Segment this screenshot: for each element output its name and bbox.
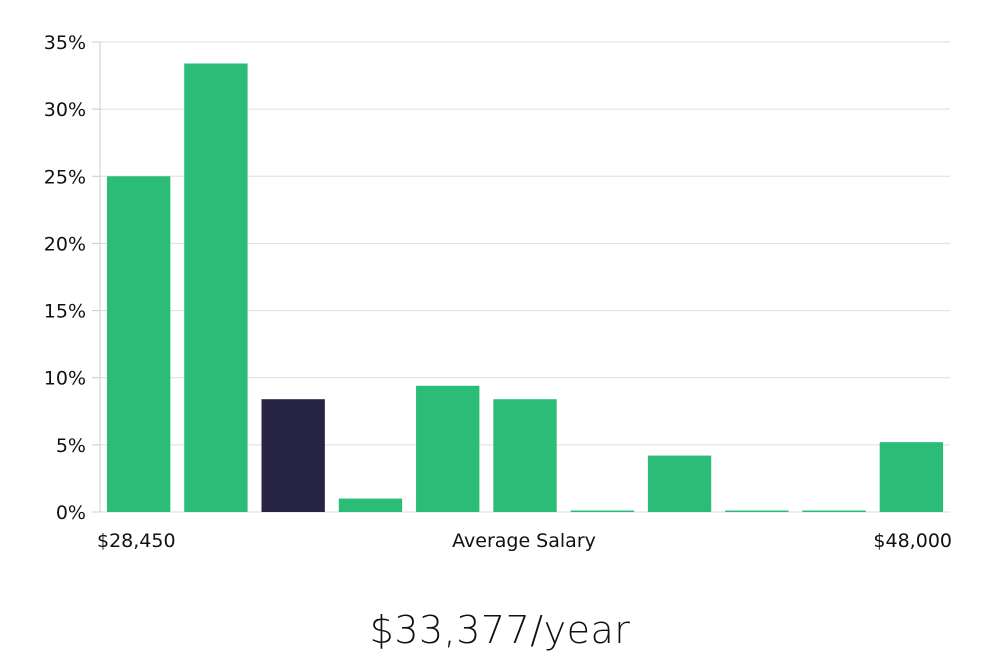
y-axis-ticks: 0% 5% 10% 15% 20% 25% 30% 35%	[44, 32, 100, 524]
y-tick-label: 10%	[44, 368, 86, 390]
x-label-max: $48,000	[873, 530, 952, 552]
bar	[725, 510, 789, 512]
x-label-min: $28,450	[97, 530, 176, 552]
average-salary-value: $33,377/year	[369, 608, 631, 652]
y-tick-label: 15%	[44, 301, 86, 323]
bar	[416, 385, 480, 512]
y-tick-label: 25%	[44, 166, 86, 188]
y-tick-label: 5%	[56, 435, 86, 457]
salary-histogram: 0% 5% 10% 15% 20% 25% 30% 35% $28,450 Average S…	[44, 32, 952, 552]
y-tick-label: 20%	[44, 233, 86, 255]
bar-highlighted	[261, 399, 325, 512]
bar	[493, 399, 557, 512]
bar	[106, 176, 171, 513]
bars	[106, 63, 944, 513]
bar	[338, 498, 403, 512]
bar	[184, 63, 248, 512]
bar	[570, 510, 634, 512]
y-tick-label: 35%	[44, 32, 86, 54]
bar	[879, 442, 944, 512]
bar	[802, 510, 866, 512]
y-tick-label: 0%	[56, 502, 86, 524]
bar	[647, 455, 712, 512]
x-axis-title: Average Salary	[452, 530, 596, 552]
y-tick-label: 30%	[44, 99, 86, 121]
